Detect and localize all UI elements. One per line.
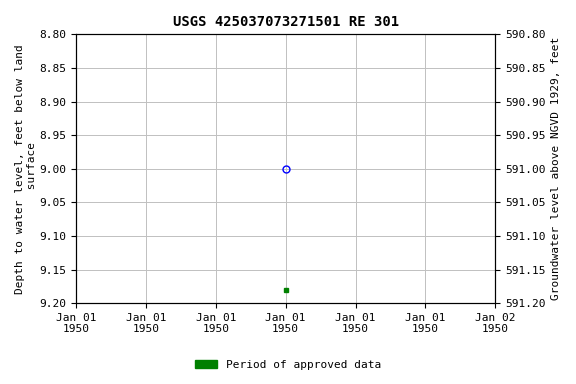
Title: USGS 425037073271501 RE 301: USGS 425037073271501 RE 301 <box>173 15 399 29</box>
Legend: Period of approved data: Period of approved data <box>191 356 385 375</box>
Y-axis label: Depth to water level, feet below land
 surface: Depth to water level, feet below land su… <box>15 44 37 294</box>
Y-axis label: Groundwater level above NGVD 1929, feet: Groundwater level above NGVD 1929, feet <box>551 37 561 300</box>
